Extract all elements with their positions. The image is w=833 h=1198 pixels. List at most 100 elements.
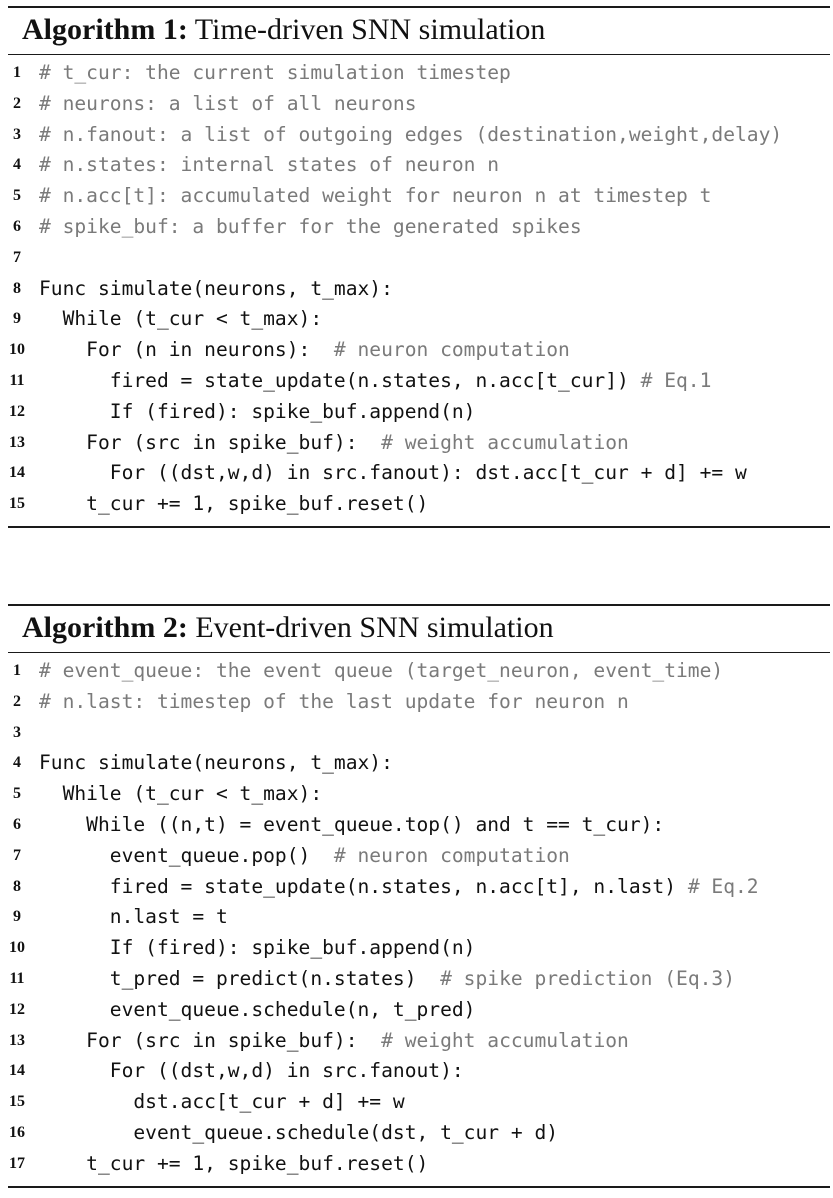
code-line: 11 t_pred = predict(n.states) # spike pr…: [8, 964, 830, 995]
code-line: 8 fired = state_update(n.states, n.acc[t…: [8, 872, 830, 903]
code-text: dst.acc[t_cur + d] += w: [39, 1087, 404, 1118]
code-comment: # neuron computation: [333, 338, 570, 362]
code-line: 15 dst.acc[t_cur + d] += w: [8, 1087, 830, 1118]
code-comment: # neuron computation: [333, 843, 570, 867]
line-number: 7: [13, 248, 21, 266]
algorithm-title: Algorithm 2: Event-driven SNN simulation: [8, 606, 830, 652]
line-number: 14: [9, 464, 25, 482]
code-line: 9 n.last = t: [8, 902, 830, 933]
code-statement: While (t_cur < t_max):: [39, 307, 323, 331]
code-comment: # t_cur: the current simulation timestep: [39, 61, 511, 84]
algorithm-caption: Time-driven SNN simulation: [194, 13, 546, 46]
code-comment: # Eq.1: [640, 368, 712, 392]
code-statement: fired = state_update(n.states, n.acc[t],…: [39, 874, 688, 898]
code-comment: # weight accumulation: [381, 1028, 629, 1052]
line-number: 12: [9, 402, 25, 420]
code-line: 14 For ((dst,w,d) in src.fanout):: [8, 1056, 830, 1087]
bottom-rule: [8, 525, 830, 528]
code-statement: t_cur += 1, spike_buf.reset(): [39, 1151, 429, 1175]
code-line: 5 # n.acc[t]: accumulated weight for neur…: [8, 181, 830, 212]
code-comment: # spike prediction (Eq.3): [440, 966, 736, 990]
bottom-rule: [8, 1185, 830, 1188]
code-line: 1 # t_cur: the current simulation timeste…: [8, 58, 830, 89]
code-line: 7: [8, 243, 830, 274]
line-number: 10: [9, 939, 25, 957]
code-comment: # weight accumulation: [381, 430, 629, 454]
line-number: 10: [9, 341, 25, 359]
line-number: 8: [13, 877, 21, 895]
code-line: 7 event_queue.pop() # neuron computation: [8, 841, 830, 872]
code-text: # neurons: a list of all neurons: [39, 89, 417, 120]
code-statement: Func simulate(neurons, t_max):: [39, 751, 393, 775]
code-text: Func simulate(neurons, t_max):: [39, 748, 393, 779]
code-statement: t_cur += 1, spike_buf.reset(): [39, 492, 429, 516]
code-text: # n.acc[t]: accumulated weight for neuro…: [39, 181, 711, 212]
code-line: 10 If (fired): spike_buf.append(n): [8, 933, 830, 964]
code-text: # n.states: internal states of neuron n: [39, 150, 499, 181]
code-listing: 1 # t_cur: the current simulation timeste…: [8, 55, 830, 526]
line-number: 1: [13, 662, 21, 679]
code-statement: Func simulate(neurons, t_max):: [39, 276, 393, 300]
code-line: 3 # n.fanout: a list of outgoing edges (d…: [8, 120, 830, 151]
line-number: 13: [9, 1031, 25, 1049]
code-line: 4 # n.states: internal states of neuron n: [8, 150, 830, 181]
code-line: 2 # neurons: a list of all neurons: [8, 89, 830, 120]
code-text: fired = state_update(n.states, n.acc[t],…: [39, 872, 759, 903]
line-number: 8: [13, 279, 21, 297]
line-number: 1: [13, 64, 21, 81]
code-text: t_cur += 1, spike_buf.reset(): [39, 489, 428, 520]
line-number: 9: [13, 310, 21, 328]
code-statement: For (src in spike_buf):: [39, 1028, 382, 1052]
code-comment: # n.last: timestep of the last update fo…: [39, 689, 629, 713]
code-text: t_cur += 1, spike_buf.reset(): [39, 1149, 428, 1180]
line-number: 17: [9, 1154, 25, 1172]
code-text: If (fired): spike_buf.append(n): [39, 397, 476, 428]
code-statement: For ((dst,w,d) in src.fanout): dst.acc[t…: [39, 461, 747, 485]
code-text: While ((n,t) = event_queue.top() and t =…: [39, 810, 664, 841]
code-comment: # n.states: internal states of neuron n: [39, 153, 500, 177]
code-text: t_pred = predict(n.states) # spike predi…: [39, 964, 735, 995]
line-number: 4: [13, 754, 21, 772]
code-statement: While ((n,t) = event_queue.top() and t =…: [39, 812, 665, 836]
code-line: 16 event_queue.schedule(dst, t_cur + d): [8, 1118, 830, 1149]
code-text: While (t_cur < t_max):: [39, 779, 323, 810]
code-text: # t_cur: the current simulation timestep: [39, 58, 511, 89]
code-comment: # event_queue: the event queue (target_n…: [39, 659, 724, 682]
code-statement: event_queue.pop(): [39, 843, 334, 867]
code-line: 10 For (n in neurons): # neuron computat…: [8, 335, 830, 366]
code-text: Func simulate(neurons, t_max):: [39, 274, 393, 305]
code-text: # spike_buf: a buffer for the generated …: [39, 212, 582, 243]
code-line: 11 fired = state_update(n.states, n.acc[…: [8, 366, 830, 397]
algorithm-2-block: Algorithm 2: Event-driven SNN simulation…: [8, 604, 830, 1188]
code-text: fired = state_update(n.states, n.acc[t_c…: [39, 366, 712, 397]
line-number: 6: [13, 815, 21, 833]
code-statement: For (src in spike_buf):: [39, 430, 382, 454]
algorithm-1-block: Algorithm 1: Time-driven SNN simulation …: [8, 6, 830, 528]
line-number: 12: [9, 1000, 25, 1018]
algorithm-caption: Event-driven SNN simulation: [195, 611, 554, 644]
code-statement: If (fired): spike_buf.append(n): [39, 399, 476, 423]
code-comment: # Eq.2: [687, 874, 759, 898]
code-statement: While (t_cur < t_max):: [39, 782, 323, 806]
top-rule: [8, 604, 830, 606]
code-statement: n.last = t: [39, 905, 228, 929]
code-line: 13 For (src in spike_buf): # weight accu…: [8, 1026, 830, 1057]
code-line: 12 If (fired): spike_buf.append(n): [8, 397, 830, 428]
line-number: 3: [13, 723, 21, 741]
code-comment: # spike_buf: a buffer for the generated …: [39, 214, 582, 238]
line-number: 7: [13, 846, 21, 864]
code-text: For ((dst,w,d) in src.fanout): dst.acc[t…: [39, 458, 747, 489]
title-rule: [8, 54, 830, 55]
code-text: event_queue.schedule(dst, t_cur + d): [39, 1118, 558, 1149]
line-number: 13: [9, 433, 25, 451]
code-statement: t_pred = predict(n.states): [39, 966, 441, 990]
line-number: 2: [13, 692, 21, 710]
line-number: 11: [9, 969, 25, 987]
code-text: # n.fanout: a list of outgoing edges (de…: [39, 120, 782, 151]
code-line: 5 While (t_cur < t_max):: [8, 779, 830, 810]
code-line: 2 # n.last: timestep of the last update f…: [8, 687, 830, 718]
top-rule: [8, 6, 830, 8]
code-line: 8 Func simulate(neurons, t_max):: [8, 274, 830, 305]
code-text: # event_queue: the event queue (target_n…: [39, 656, 723, 687]
line-number: 2: [13, 94, 21, 112]
